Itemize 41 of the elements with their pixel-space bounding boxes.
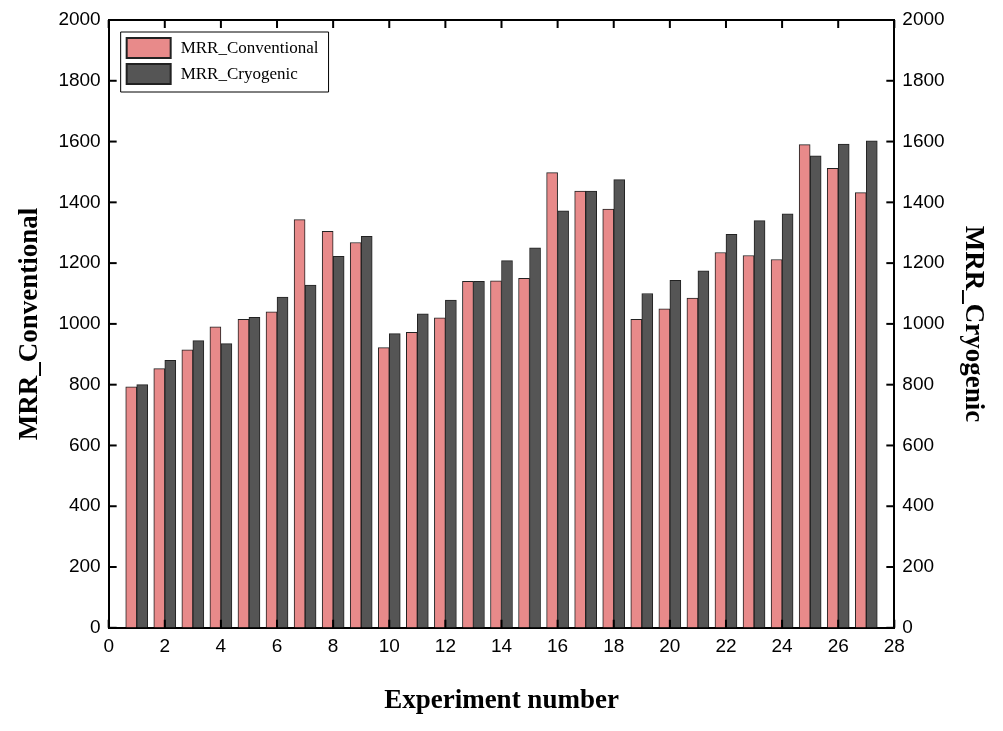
x-tick-label: 6 xyxy=(271,635,283,657)
y2-tick-label: 600 xyxy=(902,433,935,455)
y2-tick-label: 2000 xyxy=(902,8,945,30)
legend-label: MRR_Conventional xyxy=(180,38,319,58)
y2-tick-label: 400 xyxy=(902,494,935,516)
y-tick-label: 600 xyxy=(68,433,101,455)
x-tick-label: 8 xyxy=(327,635,339,657)
y-tick-label: 800 xyxy=(68,372,101,394)
y2-tick-label: 1400 xyxy=(902,190,945,212)
x-tick-label: 24 xyxy=(771,635,794,657)
legend-label: MRR_Cryogenic xyxy=(180,64,299,84)
y2-tick-label: 200 xyxy=(902,555,935,577)
y2-tick-label: 800 xyxy=(902,372,935,394)
x-tick-label: 18 xyxy=(603,635,625,657)
y-tick-label: 1000 xyxy=(58,312,101,334)
y-axis-title: MRR_Conventional xyxy=(13,207,44,441)
y2-tick-label: 1200 xyxy=(902,251,945,273)
y-tick-label: 1600 xyxy=(58,129,101,151)
y-tick-label: 1200 xyxy=(58,251,101,273)
y-tick-label: 200 xyxy=(68,555,101,577)
x-tick-label: 20 xyxy=(659,635,681,657)
x-tick-label: 4 xyxy=(215,635,227,657)
x-tick-label: 10 xyxy=(378,635,400,657)
y-tick-label: 1800 xyxy=(58,69,101,91)
y2-tick-label: 0 xyxy=(902,616,913,638)
y-tick-label: 2000 xyxy=(58,8,101,30)
x-tick-label: 2 xyxy=(159,635,171,657)
y2-tick-label: 1600 xyxy=(902,129,945,151)
x-tick-label: 12 xyxy=(434,635,456,657)
x-tick-label: 16 xyxy=(547,635,569,657)
x-tick-label: 28 xyxy=(883,635,905,657)
x-tick-label: 14 xyxy=(490,635,513,657)
y-tick-label: 1400 xyxy=(58,190,101,212)
y2-tick-label: 1800 xyxy=(902,69,945,91)
x-tick-label: 22 xyxy=(715,635,737,657)
y-tick-label: 0 xyxy=(90,616,101,638)
y2-axis-title: MRR_Cryogenic xyxy=(959,225,990,423)
x-tick-label: 26 xyxy=(827,635,849,657)
x-axis-title: Experiment number xyxy=(384,683,619,714)
y-tick-label: 400 xyxy=(68,494,101,516)
y2-tick-label: 1000 xyxy=(902,312,945,334)
